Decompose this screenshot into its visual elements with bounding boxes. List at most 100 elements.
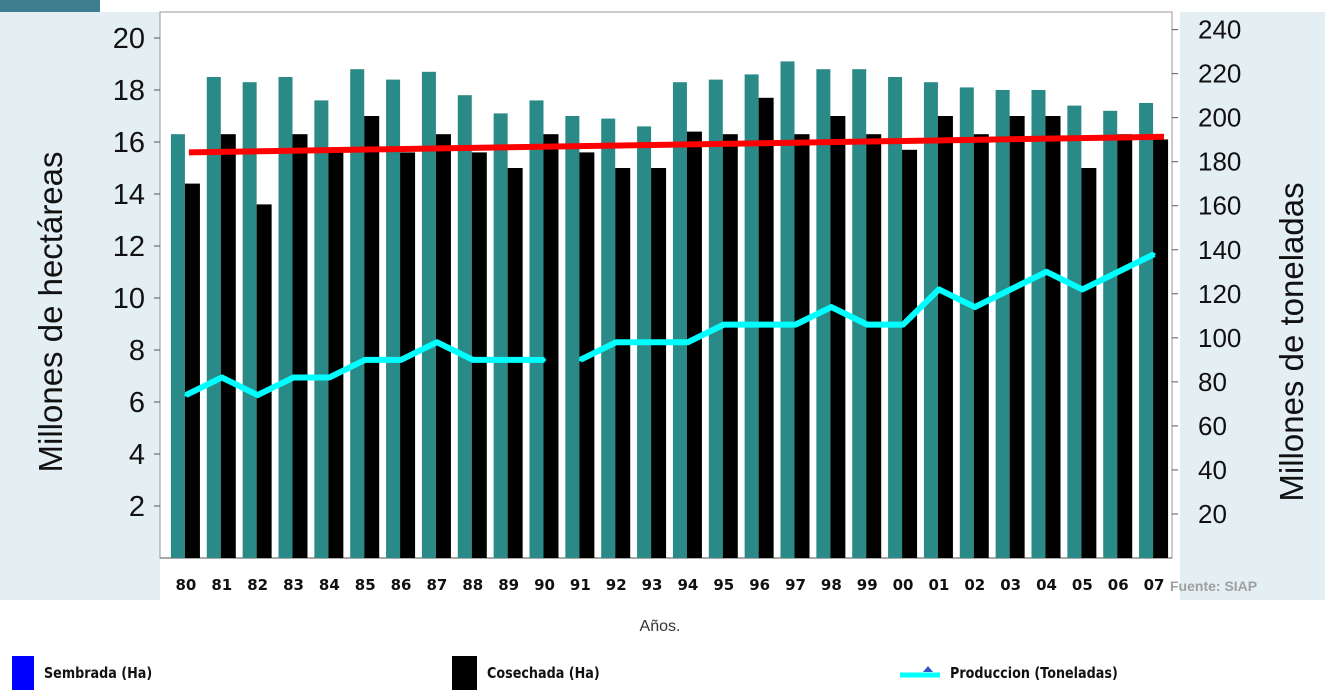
- y-axis-right-title: Millones de toneladas: [1273, 182, 1310, 501]
- x-tick-label: 85: [355, 576, 376, 594]
- produccion-point: [829, 305, 833, 309]
- bar-cosechada: [543, 134, 559, 558]
- produccion-point: [220, 375, 224, 379]
- produccion-point: [256, 393, 260, 397]
- produccion-point: [363, 358, 367, 362]
- legend-label-cosechada: Cosechada (Ha): [487, 664, 600, 682]
- bar-cosechada: [364, 116, 380, 558]
- bar-cosechada: [328, 152, 344, 558]
- produccion-point: [578, 358, 582, 362]
- bar-sembrada: [708, 79, 723, 558]
- y-left-tick-label: 16: [113, 127, 145, 159]
- y-right-tick-label: 40: [1198, 455, 1227, 485]
- x-tick-label: 93: [642, 576, 663, 594]
- bar-sembrada: [242, 82, 257, 558]
- produccion-point: [1045, 270, 1048, 274]
- right-axis-panel: [1180, 12, 1325, 600]
- produccion-point: [901, 323, 905, 327]
- x-tick-label: 81: [211, 576, 232, 594]
- plot-area: [159, 11, 1173, 559]
- produccion-point: [327, 375, 331, 379]
- bar-sembrada: [995, 90, 1010, 558]
- bar-cosechada: [471, 152, 487, 558]
- bar-cosechada: [507, 168, 523, 558]
- bar-sembrada: [170, 134, 185, 558]
- y-left-tick-label: 8: [129, 335, 145, 367]
- bar-sembrada: [457, 95, 472, 558]
- produccion-point: [614, 340, 618, 344]
- produccion-point: [292, 375, 295, 379]
- produccion-point: [758, 323, 762, 327]
- bar-sembrada: [350, 69, 365, 558]
- produccion-point: [794, 323, 797, 327]
- bar-sembrada: [780, 61, 795, 559]
- bar-cosechada: [292, 134, 308, 558]
- bar-sembrada: [672, 82, 687, 558]
- bar-sembrada: [314, 100, 329, 559]
- source-note: Fuente: SIAP: [1170, 578, 1258, 594]
- bar-sembrada: [1139, 103, 1154, 558]
- y-axis-right: 20 40 60 80 100 120 140 160 180 200 220 240: [1172, 15, 1241, 529]
- x-tick-label: 01: [928, 576, 949, 594]
- produccion-point: [1152, 252, 1156, 256]
- bar-cosechada: [722, 134, 738, 558]
- produccion-point: [865, 323, 869, 327]
- bar-cosechada: [758, 97, 774, 559]
- y-left-tick-label: 12: [113, 231, 145, 263]
- y-right-tick-label: 140: [1198, 235, 1241, 265]
- x-tick-label: 89: [498, 576, 519, 594]
- x-tick-label: 88: [462, 576, 483, 594]
- y-left-tick-label: 4: [129, 439, 145, 471]
- x-tick-label: 94: [677, 576, 698, 594]
- bar-sembrada: [278, 77, 293, 558]
- produccion-point: [399, 358, 403, 362]
- bar-sembrada: [1103, 110, 1118, 559]
- produccion-point: [1080, 287, 1084, 291]
- left-axis-panel: [0, 12, 160, 600]
- y-right-tick-label: 80: [1198, 367, 1227, 397]
- x-tick-label: 91: [570, 576, 591, 594]
- y-right-tick-label: 20: [1198, 499, 1227, 529]
- bar-cosechada: [256, 204, 272, 558]
- bar-sembrada: [744, 74, 759, 559]
- x-tick-label: 99: [857, 576, 878, 594]
- produccion-point: [650, 340, 654, 344]
- x-tick-label: 86: [391, 576, 412, 594]
- x-tick-label: 05: [1072, 576, 1093, 594]
- bar-cosechada: [615, 168, 631, 558]
- produccion-point: [1116, 270, 1120, 274]
- bar-cosechada: [220, 134, 236, 558]
- x-tick-label: 02: [964, 576, 985, 594]
- bar-sembrada: [386, 79, 401, 558]
- x-tick-label: 04: [1036, 576, 1057, 594]
- bar-sembrada: [565, 116, 580, 558]
- y-right-tick-label: 240: [1198, 15, 1241, 45]
- bar-cosechada: [937, 116, 953, 558]
- legend-swatch-produccion: [900, 666, 940, 678]
- y-left-tick-label: 18: [113, 75, 145, 107]
- legend-label-sembrada: Sembrada (Ha): [44, 664, 153, 682]
- x-tick-label: 83: [283, 576, 304, 594]
- x-axis: 80 81 82 83 84 85 86 87 88 89 90 91 92 93 94 95 96 97 98 99…: [175, 576, 1164, 594]
- x-axis-title: Años.: [639, 618, 681, 635]
- x-tick-label: 92: [606, 576, 627, 594]
- legend-item-sembrada: Sembrada (Ha): [12, 656, 171, 690]
- y-right-tick-label: 120: [1198, 279, 1241, 309]
- bar-sembrada: [206, 77, 221, 558]
- y-right-tick-label: 180: [1198, 147, 1241, 177]
- bar-cosechada: [1009, 116, 1025, 558]
- corner-tab: [0, 0, 100, 12]
- bar-cosechada: [1117, 134, 1133, 558]
- bar-cosechada: [866, 134, 882, 558]
- bar-cosechada: [830, 116, 846, 558]
- legend-swatch-sembrada: [12, 656, 34, 690]
- bar-sembrada: [601, 118, 616, 558]
- bar-cosechada: [1081, 168, 1097, 558]
- bar-cosechada: [1153, 139, 1169, 558]
- legend-item-cosechada: Cosechada (Ha): [452, 656, 620, 690]
- x-tick-label: 82: [247, 576, 268, 594]
- bar-sembrada: [421, 71, 436, 559]
- bar-sembrada: [852, 69, 867, 558]
- bar-cosechada: [794, 134, 810, 558]
- produccion-point: [543, 358, 546, 362]
